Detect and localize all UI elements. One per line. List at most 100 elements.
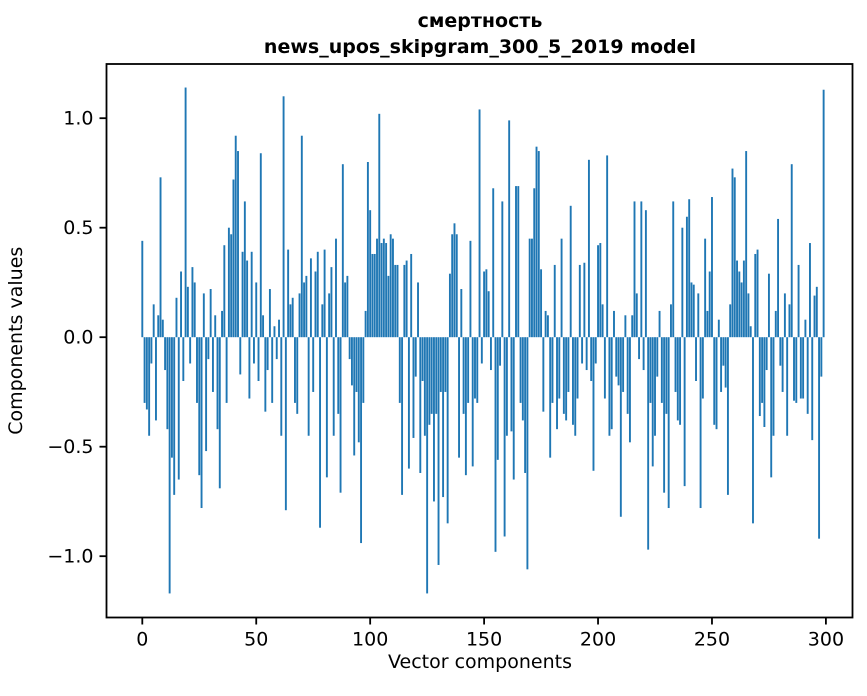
bar [512, 337, 515, 480]
bar [444, 337, 447, 392]
bar [674, 337, 677, 392]
bar [353, 337, 356, 456]
bar [314, 271, 317, 338]
bar [307, 337, 310, 436]
bar [380, 243, 383, 338]
bar [382, 238, 385, 338]
bar [795, 337, 798, 403]
bar [729, 304, 732, 338]
x-tick-label: 0 [136, 629, 148, 651]
bar [521, 337, 524, 421]
bar [360, 337, 363, 544]
bar [711, 197, 713, 338]
bar [430, 337, 433, 414]
x-tick-label: 100 [352, 629, 388, 651]
bar [412, 337, 415, 438]
bar [319, 337, 321, 528]
bar [478, 109, 481, 338]
bar [373, 253, 376, 338]
bar [289, 304, 292, 338]
bar [720, 337, 723, 392]
bar [679, 337, 682, 425]
bar [403, 264, 406, 338]
bar [567, 337, 570, 392]
bar [376, 238, 378, 338]
bar [508, 120, 511, 338]
bar [296, 337, 299, 414]
x-tick-label: 250 [694, 629, 730, 651]
bar [578, 264, 581, 338]
bar [200, 337, 203, 509]
bar [777, 218, 780, 338]
bar [499, 337, 502, 366]
bar [706, 310, 709, 338]
bar [442, 337, 445, 498]
bar [811, 337, 814, 441]
bar [357, 337, 360, 443]
bar [414, 337, 417, 377]
bar [335, 238, 337, 338]
bar [640, 201, 643, 338]
bar [344, 282, 347, 338]
bar [599, 243, 602, 338]
bar [282, 96, 285, 338]
bar [731, 168, 734, 338]
bar [683, 337, 686, 487]
bar [462, 337, 465, 414]
bar [708, 271, 711, 338]
bar [209, 289, 212, 338]
bar [325, 337, 328, 478]
bar [742, 260, 745, 338]
bar [783, 293, 786, 338]
bar [202, 293, 205, 338]
bar [180, 271, 182, 338]
bar [813, 295, 816, 338]
bar [590, 337, 593, 381]
bar [339, 337, 342, 493]
bar [635, 293, 638, 338]
bar [218, 337, 221, 489]
bar [467, 337, 470, 403]
bar [458, 337, 460, 458]
bar [765, 337, 768, 371]
bar [157, 315, 160, 338]
bar [182, 337, 185, 381]
bar [799, 337, 802, 399]
bar [649, 337, 652, 403]
bar [198, 337, 201, 476]
bar [553, 264, 556, 338]
bar [670, 304, 672, 338]
bar [633, 201, 636, 338]
bar [781, 337, 784, 392]
bar [262, 315, 265, 338]
bar [526, 337, 529, 570]
bar [284, 337, 287, 511]
bar [738, 271, 741, 338]
bar [241, 251, 244, 338]
bar [774, 310, 777, 338]
bar [230, 234, 233, 338]
bar [330, 267, 333, 338]
bar [822, 89, 825, 338]
bar [631, 315, 634, 338]
bar [692, 284, 695, 338]
bar [485, 269, 488, 338]
bar [271, 337, 274, 403]
bar [257, 337, 260, 381]
bar [437, 337, 440, 565]
bar [143, 337, 146, 403]
bar [214, 315, 217, 338]
bar [350, 337, 353, 386]
bar [362, 337, 365, 403]
bar [797, 264, 800, 338]
bar [701, 337, 704, 399]
bar [191, 267, 194, 338]
bar [248, 337, 251, 399]
bar [426, 337, 429, 594]
bar [647, 337, 650, 550]
bar [756, 249, 759, 338]
bar [394, 264, 397, 338]
bar [173, 337, 176, 495]
y-tick-label: 0.0 [63, 327, 93, 349]
bar [323, 249, 326, 338]
